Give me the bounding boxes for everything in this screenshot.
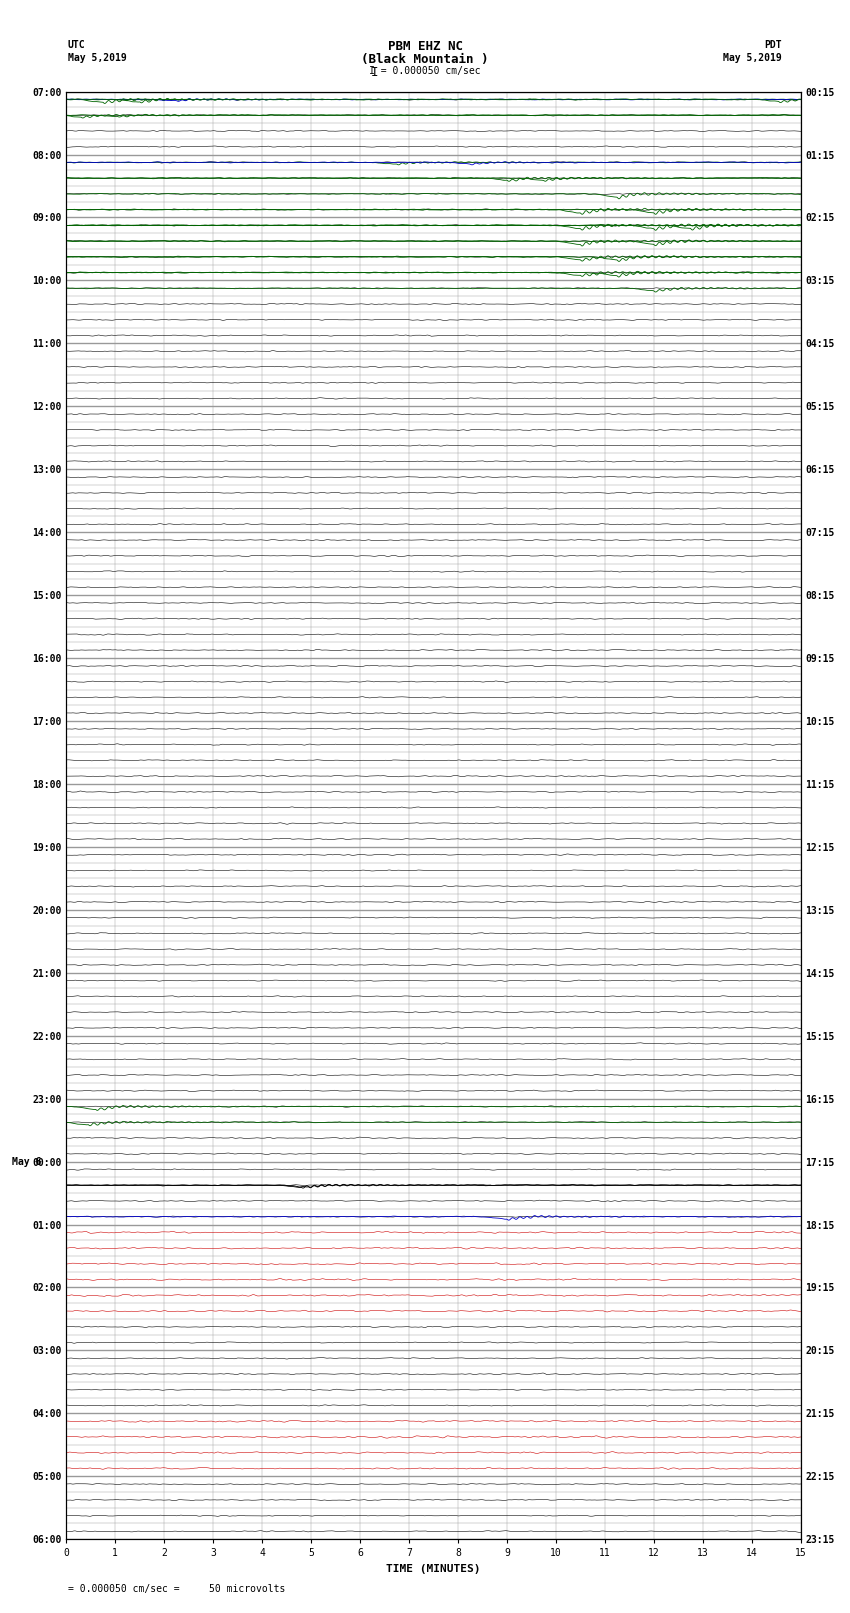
Text: PBM EHZ NC: PBM EHZ NC (388, 40, 462, 53)
Text: May 6: May 6 (13, 1157, 42, 1166)
Text: May 5,2019: May 5,2019 (723, 53, 782, 63)
Text: May 5,2019: May 5,2019 (68, 53, 127, 63)
Text: (Black Mountain ): (Black Mountain ) (361, 53, 489, 66)
Text: I: I (371, 66, 377, 79)
Text: PDT: PDT (764, 40, 782, 50)
Text: = 0.000050 cm/sec =     50 microvolts: = 0.000050 cm/sec = 50 microvolts (68, 1584, 286, 1594)
Text: UTC: UTC (68, 40, 86, 50)
Text: I = 0.000050 cm/sec: I = 0.000050 cm/sec (369, 66, 481, 76)
X-axis label: TIME (MINUTES): TIME (MINUTES) (386, 1565, 481, 1574)
